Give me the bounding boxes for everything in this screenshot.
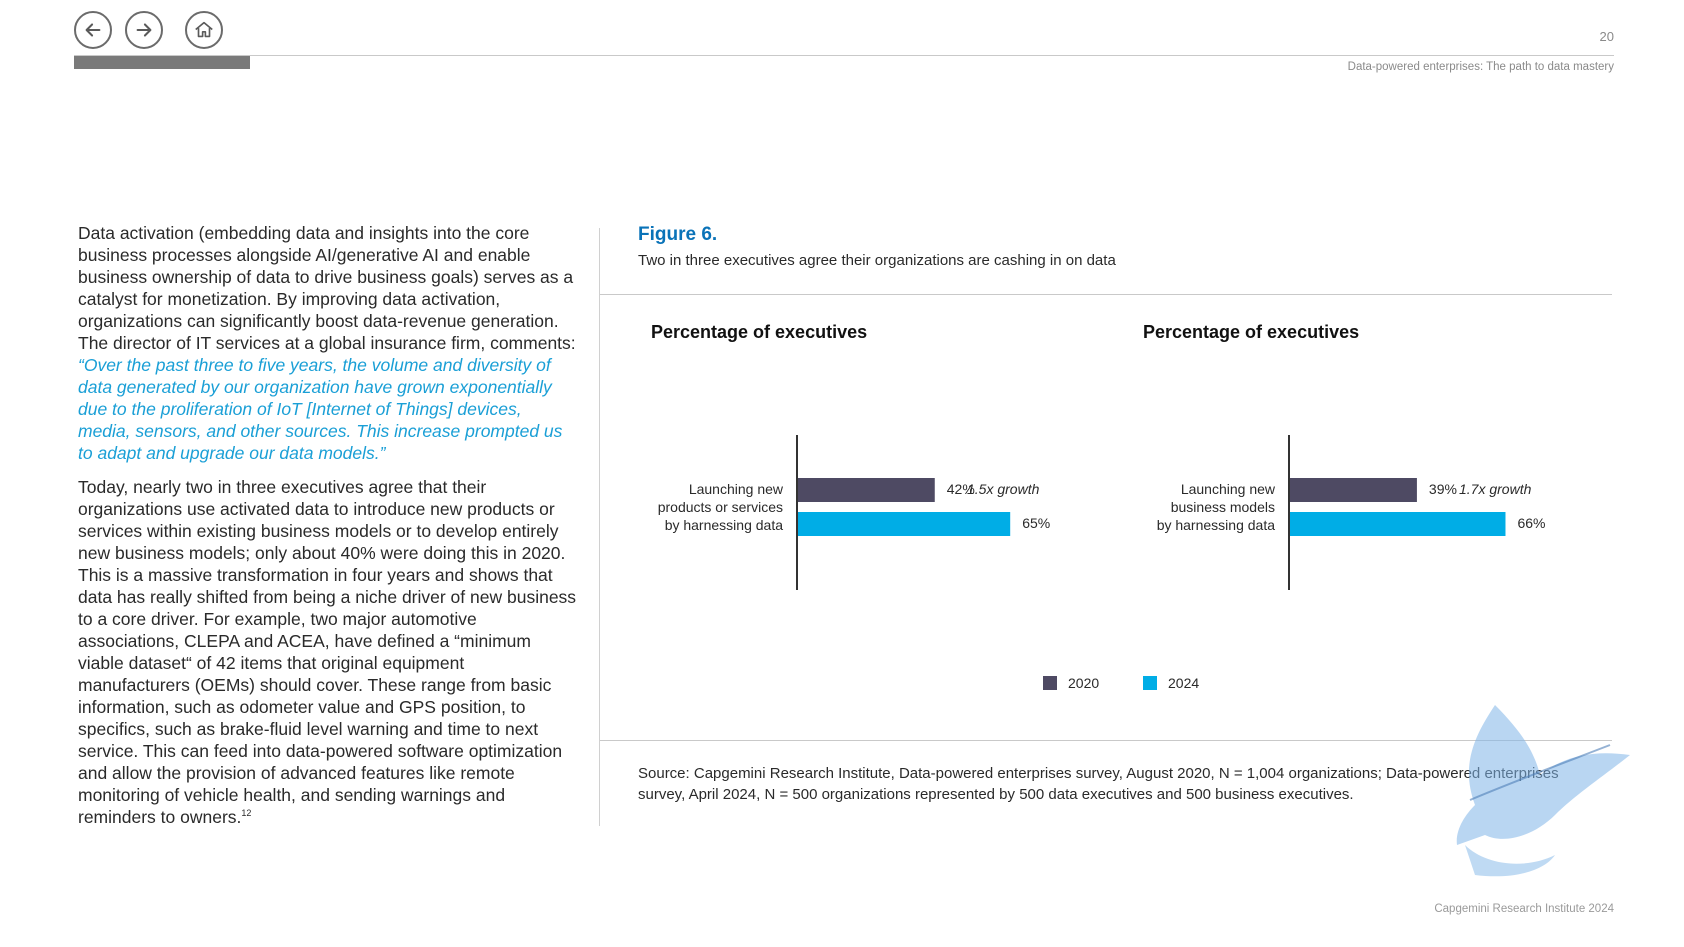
growth-annotation: 1.7x growth xyxy=(1459,481,1532,497)
watermark-logo xyxy=(1456,705,1630,877)
category-label-line: Launching new xyxy=(1181,481,1276,497)
footnote-marker: 12 xyxy=(241,808,252,819)
category-label-line: products or services xyxy=(658,499,783,515)
paragraph-2-text: Today, nearly two in three executives ag… xyxy=(78,477,577,827)
paragraph-1: Data activation (embedding data and insi… xyxy=(78,222,578,464)
paragraph-1-intro: Data activation (embedding data and insi… xyxy=(78,223,576,353)
back-button[interactable] xyxy=(74,11,112,49)
home-button[interactable] xyxy=(185,11,223,49)
column-divider xyxy=(599,228,600,826)
figure-top-rule xyxy=(600,294,1612,295)
figure-charts: Percentage of executives Launching new pro… xyxy=(651,322,1546,691)
page-number: 20 xyxy=(1599,29,1614,44)
category-label-line: by harnessing data xyxy=(665,517,784,533)
body-text: Data activation (embedding data and insi… xyxy=(78,222,578,840)
legend-label-2024: 2024 xyxy=(1168,675,1199,691)
chart-panel-1: Percentage of executives Launching new pro… xyxy=(651,322,1050,590)
category-label-line: by harnessing data xyxy=(1157,517,1276,533)
header-accent-bar xyxy=(74,56,250,69)
data-label-2020: 42% xyxy=(947,481,975,497)
bar-2024 xyxy=(797,512,1011,536)
data-label-2024: 66% xyxy=(1517,515,1545,531)
home-icon xyxy=(195,21,213,38)
arrow-left-icon xyxy=(85,23,101,37)
data-label-2024: 65% xyxy=(1022,515,1050,531)
legend-label-2020: 2020 xyxy=(1068,675,1099,691)
figure-label: Figure 6. xyxy=(638,224,718,245)
chart-title: Percentage of executives xyxy=(651,322,867,342)
arrow-right-icon xyxy=(136,23,152,37)
chart-panel-2: Percentage of executives Launching new bus… xyxy=(1143,322,1546,590)
data-label-2020: 39% xyxy=(1429,481,1457,497)
growth-annotation: 1.5x growth xyxy=(967,481,1040,497)
executive-quote: “Over the past three to five years, the … xyxy=(78,355,563,463)
running-title: Data-powered enterprises: The path to da… xyxy=(1347,61,1614,73)
forward-button[interactable] xyxy=(125,11,163,49)
figure-source: Source: Capgemini Research Institute, Da… xyxy=(638,765,1559,803)
paragraph-2: Today, nearly two in three executives ag… xyxy=(78,476,578,828)
footer-note: Capgemini Research Institute 2024 xyxy=(1434,903,1614,915)
legend-swatch-2024 xyxy=(1143,676,1157,690)
category-label-line: Launching new xyxy=(689,481,784,497)
header-rule xyxy=(74,55,1614,56)
bar-2020 xyxy=(797,478,935,502)
bar-2024 xyxy=(1289,512,1506,536)
bar-2020 xyxy=(1289,478,1417,502)
chart-title: Percentage of executives xyxy=(1143,322,1359,342)
legend-swatch-2020 xyxy=(1043,676,1057,690)
figure-title: Two in three executives agree their orga… xyxy=(638,252,1116,269)
category-label-line: business models xyxy=(1171,499,1275,515)
figure-bottom-rule xyxy=(600,740,1612,741)
